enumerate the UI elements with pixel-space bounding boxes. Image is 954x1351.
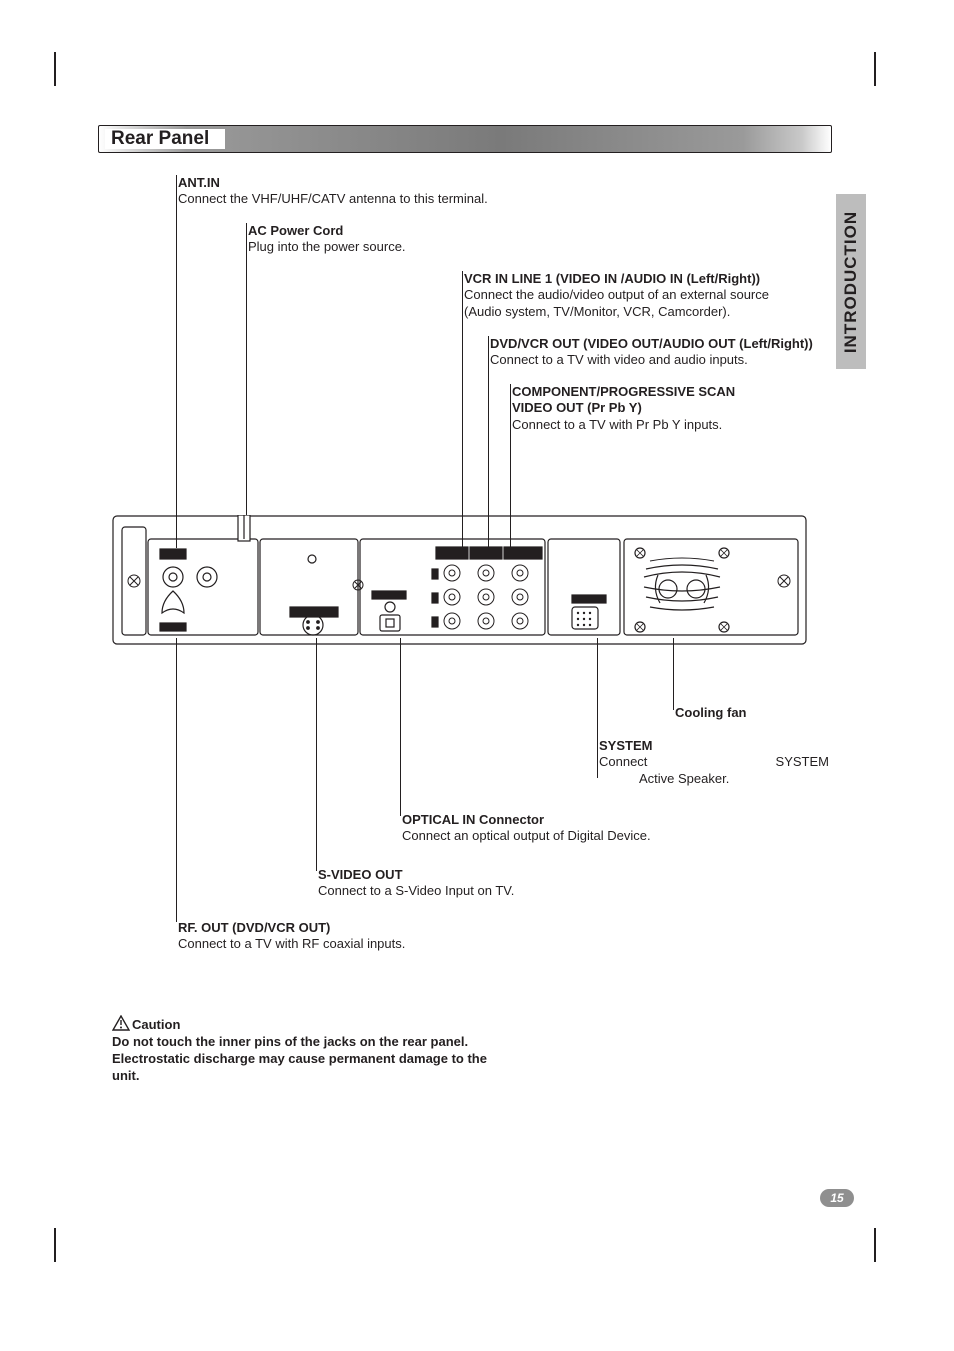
section-title-bar: Rear Panel (98, 125, 832, 153)
callout-title: ANT.IN (178, 175, 220, 190)
callout-ac-power: AC Power Cord Plug into the power source… (248, 223, 548, 256)
callout-body: Connect to a TV with RF coaxial inputs. (178, 936, 405, 951)
leader-line (316, 638, 317, 871)
callout-body: Connect to a S-Video Input on TV. (318, 883, 514, 898)
callout-body: Connect (599, 754, 647, 769)
callout-rfout: RF. OUT (DVD/VCR OUT) Connect to a TV wi… (178, 920, 528, 953)
callout-title: COMPONENT/PROGRESSIVE SCAN (512, 384, 735, 399)
page-number-badge: 15 (820, 1189, 854, 1207)
callout-title: VCR IN LINE 1 (VIDEO IN /AUDIO IN (Left/… (464, 271, 760, 286)
chapter-tab: INTRODUCTION (836, 194, 866, 369)
crop-mark (54, 52, 56, 86)
callout-svideo: S-VIDEO OUT Connect to a S-Video Input o… (318, 867, 668, 900)
section-title: Rear Panel (111, 128, 209, 149)
callout-body: SYSTEM (776, 754, 829, 770)
crop-mark (54, 1228, 56, 1262)
chapter-tab-label: INTRODUCTION (841, 210, 861, 352)
callout-title: AC Power Cord (248, 223, 343, 238)
callout-body: Active Speaker. (599, 771, 729, 786)
caution-body: Do not touch the inner pins of the jacks… (112, 1034, 487, 1083)
rear-panel-diagram (112, 515, 807, 645)
caution-block: Caution Do not touch the inner pins of t… (112, 1015, 512, 1085)
leader-line (176, 638, 177, 922)
callout-title: SYSTEM (599, 738, 652, 753)
leader-line (176, 175, 177, 548)
callout-component: COMPONENT/PROGRESSIVE SCAN VIDEO OUT (Pr… (512, 384, 842, 433)
callout-title: Cooling fan (675, 705, 747, 720)
callout-body: Connect the VHF/UHF/CATV antenna to this… (178, 191, 488, 206)
callout-title: S-VIDEO OUT (318, 867, 403, 882)
callout-vcr-in: VCR IN LINE 1 (VIDEO IN /AUDIO IN (Left/… (464, 271, 834, 320)
callout-title: DVD/VCR OUT (VIDEO OUT/AUDIO OUT (Left/R… (490, 336, 813, 351)
callout-optical: OPTICAL IN Connector Connect an optical … (402, 812, 752, 845)
callout-system: SYSTEM Connect SYSTEM Active Speaker. (599, 738, 829, 787)
callout-title: VIDEO OUT (Pr Pb Y) (512, 400, 642, 415)
crop-mark (874, 1228, 876, 1262)
caution-label: Caution (132, 1017, 180, 1032)
callout-dvd-out: DVD/VCR OUT (VIDEO OUT/AUDIO OUT (Left/R… (490, 336, 840, 369)
warning-icon (112, 1015, 130, 1031)
callout-cooling-fan: Cooling fan (675, 705, 825, 721)
callout-body: Connect to a TV with Pr Pb Y inputs. (512, 417, 722, 432)
manual-page: Rear Panel INTRODUCTION ANT.IN Connect t… (0, 0, 954, 1351)
callout-title: RF. OUT (DVD/VCR OUT) (178, 920, 330, 935)
callout-title: OPTICAL IN Connector (402, 812, 544, 827)
callout-body: Connect the audio/video output of an ext… (464, 287, 769, 302)
callout-body: Connect an optical output of Digital Dev… (402, 828, 651, 843)
page-number: 15 (830, 1191, 843, 1205)
callout-body: (Audio system, TV/Monitor, VCR, Camcorde… (464, 304, 730, 319)
leader-line (246, 223, 247, 533)
leader-line (597, 638, 598, 778)
callout-body: Connect to a TV with video and audio inp… (490, 352, 748, 367)
leader-line (673, 638, 674, 710)
callout-ant-in: ANT.IN Connect the VHF/UHF/CATV antenna … (178, 175, 578, 208)
callout-body: Plug into the power source. (248, 239, 406, 254)
leader-line (400, 638, 401, 816)
leader-line (462, 271, 463, 547)
crop-mark (874, 52, 876, 86)
